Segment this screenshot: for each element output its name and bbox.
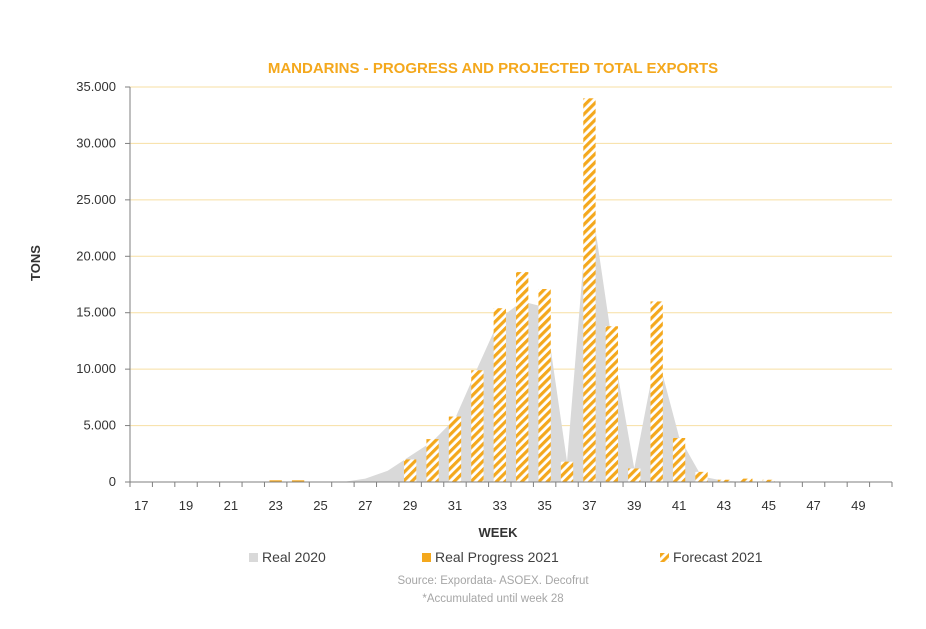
x-tick-label: 49 — [851, 498, 865, 513]
bar-forecast-2021 — [740, 478, 753, 482]
y-tick-labels: 0 5.000 10.000 15.000 20.000 25.000 30.000 35.0… — [76, 79, 116, 489]
y-tick-label: 10.000 — [76, 361, 116, 376]
y-axis-title: TONS — [28, 245, 43, 281]
x-tick-labels: 17 19 21 23 25 27 29 31 33 35 37 39 41 43 45 47 49 — [134, 498, 866, 513]
x-tick-label: 43 — [717, 498, 731, 513]
bar-forecast-2021 — [628, 468, 641, 482]
bar-forecast-2021 — [695, 471, 708, 482]
legend: Real 2020 Real Progress 2021 Forecast 20… — [249, 549, 763, 565]
bar-forecast-2021 — [448, 416, 462, 482]
y-tick-label: 15.000 — [76, 305, 116, 320]
x-tick-label: 23 — [268, 498, 282, 513]
x-tick-label: 45 — [762, 498, 776, 513]
axes — [125, 86, 893, 487]
x-tick-label: 31 — [448, 498, 462, 513]
legend-label-real-2020: Real 2020 — [262, 549, 326, 565]
x-tick-label: 41 — [672, 498, 686, 513]
bar-forecast-2021 — [403, 459, 417, 482]
real-2020-area-layer — [141, 188, 881, 483]
legend-swatch-real-2020 — [249, 553, 258, 562]
bar-forecast-2021 — [538, 289, 551, 482]
bar-forecast-2021 — [471, 370, 484, 482]
area-real-2020 — [141, 188, 881, 483]
legend-label-real-progress-2021: Real Progress 2021 — [435, 549, 559, 565]
x-tick-label: 35 — [537, 498, 551, 513]
x-tick-label: 27 — [358, 498, 372, 513]
x-tick-label: 39 — [627, 498, 641, 513]
bar-layer — [269, 98, 775, 483]
x-tick-label: 33 — [493, 498, 507, 513]
y-tick-label: 5.000 — [83, 418, 116, 433]
bar-forecast-2021 — [583, 98, 596, 483]
y-tick-label: 0 — [109, 474, 116, 489]
x-tick-label: 19 — [179, 498, 193, 513]
y-tick-label: 35.000 — [76, 79, 116, 94]
chart-title: MANDARINS - PROGRESS AND PROJECTED TOTAL… — [268, 60, 718, 77]
x-tick-label: 17 — [134, 498, 148, 513]
x-axis-title: WEEK — [479, 525, 519, 540]
bar-forecast-2021 — [717, 479, 731, 482]
legend-label-forecast-2021: Forecast 2021 — [673, 549, 763, 565]
legend-swatch-forecast-2021 — [660, 553, 669, 562]
bar-real-progress-2021 — [269, 480, 282, 482]
bar-forecast-2021 — [426, 439, 439, 482]
bar-forecast-2021 — [560, 461, 574, 482]
bar-forecast-2021 — [605, 326, 619, 482]
x-tick-label: 29 — [403, 498, 417, 513]
accumulated-note: *Accumulated until week 28 — [422, 593, 563, 605]
x-tick-label: 47 — [806, 498, 820, 513]
x-tick-label: 37 — [582, 498, 596, 513]
x-tick-label: 21 — [224, 498, 238, 513]
x-tick-label: 25 — [313, 498, 327, 513]
bar-forecast-2021 — [672, 437, 686, 482]
bar-forecast-2021 — [516, 272, 529, 482]
y-tick-label: 20.000 — [76, 248, 116, 263]
bar-real-progress-2021 — [291, 480, 305, 482]
y-tick-label: 30.000 — [76, 135, 116, 150]
y-tick-label: 25.000 — [76, 192, 116, 207]
bar-forecast-2021 — [650, 301, 663, 482]
legend-swatch-real-progress-2021 — [422, 553, 431, 562]
source-note: Source: Expordata- ASOEX. Decofrut — [397, 575, 589, 587]
bar-forecast-2021 — [493, 308, 506, 482]
bar-forecast-2021 — [762, 479, 775, 482]
